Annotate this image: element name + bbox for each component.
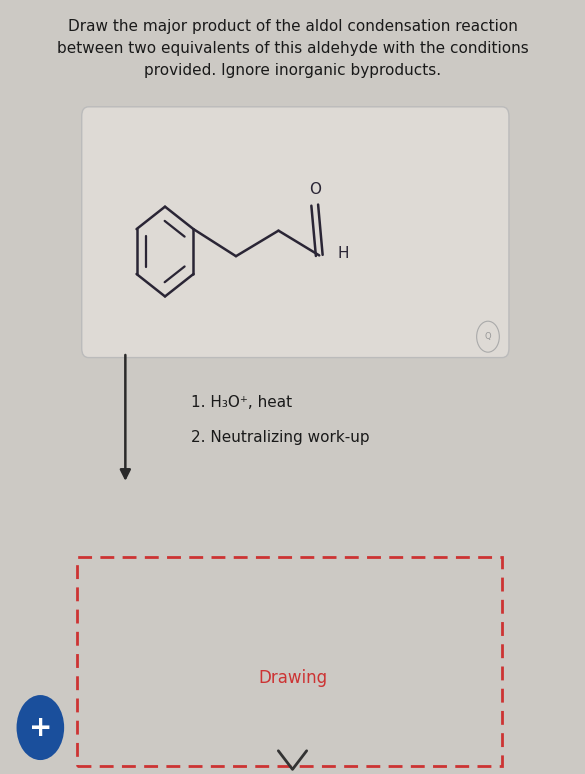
Text: +: + [29,714,52,741]
FancyBboxPatch shape [82,107,509,358]
Circle shape [477,321,500,352]
Text: 1. H₃O⁺, heat: 1. H₃O⁺, heat [191,395,292,410]
Circle shape [16,695,64,760]
Text: 2. Neutralizing work-up: 2. Neutralizing work-up [191,430,369,445]
Text: O: O [309,182,321,197]
Text: Draw the major product of the aldol condensation reaction
between two equivalent: Draw the major product of the aldol cond… [57,19,528,77]
Text: H: H [338,246,349,262]
Text: Drawing: Drawing [258,670,327,687]
Text: Q: Q [485,332,491,341]
